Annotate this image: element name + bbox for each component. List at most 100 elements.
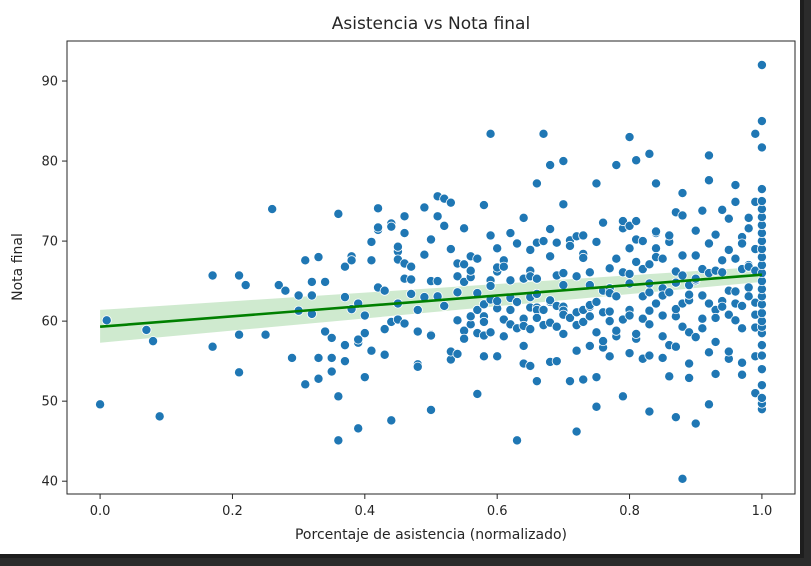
data-point [551, 237, 562, 248]
data-point [558, 328, 569, 339]
data-point [737, 323, 748, 334]
x-tick-label: 0.4 [354, 504, 375, 519]
data-point [604, 316, 615, 327]
data-point [412, 304, 423, 315]
data-point [492, 296, 503, 307]
data-point [267, 204, 278, 215]
data-point [644, 148, 655, 159]
data-point [558, 199, 569, 210]
data-point [339, 292, 350, 303]
data-point [756, 60, 767, 71]
data-point [379, 324, 390, 335]
data-point [578, 316, 589, 327]
data-point [359, 328, 370, 339]
data-point [525, 324, 536, 335]
data-point [452, 287, 463, 298]
data-point [558, 156, 569, 167]
data-point [505, 228, 516, 239]
data-point [478, 200, 489, 211]
data-point [472, 304, 483, 315]
data-point [359, 372, 370, 383]
data-point [485, 280, 496, 291]
data-point [432, 211, 443, 222]
data-point [730, 180, 741, 191]
data-point [339, 340, 350, 351]
data-point [452, 315, 463, 326]
data-point [545, 251, 556, 262]
data-point [419, 202, 430, 213]
data-point [531, 178, 542, 189]
data-point [703, 238, 714, 249]
data-point [485, 327, 496, 338]
data-point [366, 236, 377, 247]
data-point [492, 243, 503, 254]
data-point [710, 229, 721, 240]
data-point [459, 223, 470, 234]
data-point [604, 306, 615, 317]
data-point [313, 373, 324, 384]
data-point [207, 270, 218, 281]
data-point [651, 243, 662, 254]
data-point [240, 280, 251, 291]
data-point [737, 300, 748, 311]
data-point [664, 287, 675, 298]
y-tick-label: 90 [41, 75, 58, 90]
data-point [432, 276, 443, 287]
data-point [690, 418, 701, 429]
data-point [273, 280, 284, 291]
data-point [373, 222, 384, 233]
data-point [287, 352, 298, 363]
data-point [624, 278, 635, 289]
data-point [624, 243, 635, 254]
data-point [591, 401, 602, 412]
y-tick-label: 80 [41, 155, 58, 170]
data-point [604, 351, 615, 362]
data-point [723, 309, 734, 320]
chart-title: Asistencia vs Nota final [332, 14, 530, 34]
data-point [657, 352, 668, 363]
data-point [505, 275, 516, 286]
data-point [756, 364, 767, 375]
data-point [717, 267, 728, 278]
data-point [690, 250, 701, 261]
data-point [95, 399, 106, 410]
data-point [710, 336, 721, 347]
data-point [564, 240, 575, 251]
data-point [406, 274, 417, 285]
data-point [717, 204, 728, 215]
data-point [306, 290, 317, 301]
data-point [703, 150, 714, 161]
data-point [512, 238, 523, 249]
data-point [558, 268, 569, 279]
data-point [723, 213, 734, 224]
y-tick-label: 70 [41, 235, 58, 250]
data-point [386, 221, 397, 232]
data-point [478, 316, 489, 327]
y-tick-label: 40 [41, 475, 58, 490]
data-point [538, 128, 549, 139]
data-point [571, 426, 582, 437]
data-point [637, 313, 648, 324]
data-point [756, 184, 767, 195]
data-point [651, 226, 662, 237]
data-point [677, 210, 688, 221]
data-point [492, 351, 503, 362]
data-point [406, 261, 417, 272]
data-point [558, 280, 569, 291]
data-point [571, 345, 582, 356]
data-point [445, 244, 456, 255]
plot-area [66, 40, 796, 495]
y-tick-label: 50 [41, 395, 58, 410]
data-point [320, 276, 331, 287]
data-point [353, 423, 364, 434]
data-point [677, 473, 688, 484]
data-point [512, 435, 523, 446]
data-point [756, 308, 767, 319]
data-point [617, 391, 628, 402]
data-point [591, 327, 602, 338]
data-point [756, 340, 767, 351]
data-point [148, 336, 159, 347]
data-point [472, 253, 483, 264]
data-point [611, 160, 622, 171]
data-point [644, 350, 655, 361]
